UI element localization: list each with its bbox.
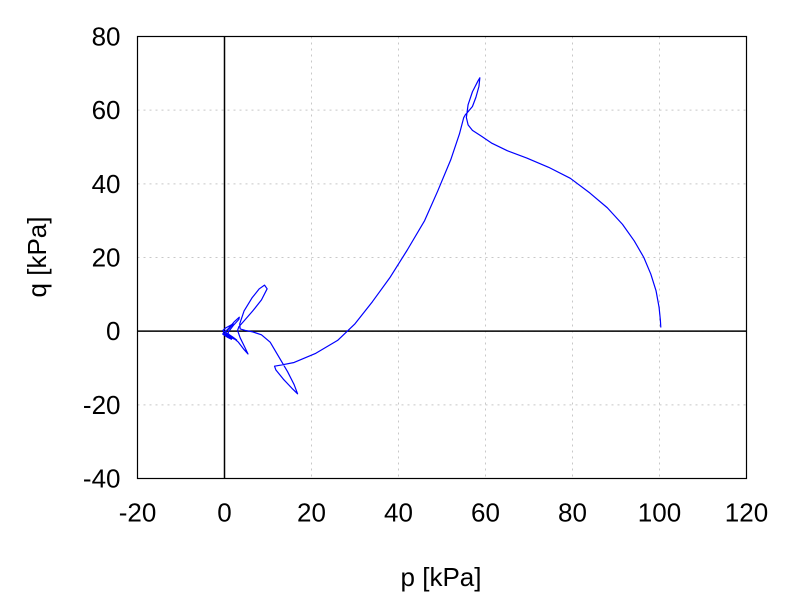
- y-tick-label: 80: [92, 22, 121, 52]
- x-tick-label: 60: [471, 498, 500, 528]
- stress-path-series: [222, 77, 662, 395]
- y-tick-label: 40: [92, 169, 121, 199]
- y-tick-label: 0: [106, 316, 120, 346]
- x-tick-label: -20: [119, 498, 157, 528]
- x-axis-label: p [kPa]: [401, 562, 482, 592]
- y-tick-label: -40: [83, 464, 121, 494]
- grid-lines: [137, 36, 747, 479]
- x-tick-labels: -20 0 20 40 60 80 100 120: [119, 498, 768, 528]
- y-tick-label: 60: [92, 95, 121, 125]
- y-tick-label: 20: [92, 243, 121, 273]
- x-tick-label: 40: [384, 498, 413, 528]
- series-layer: [222, 77, 662, 395]
- plot-frame: [136, 35, 748, 480]
- x-tick-label: 120: [725, 498, 768, 528]
- x-tick-label: 100: [638, 498, 681, 528]
- x-tick-label: 80: [558, 498, 587, 528]
- x-tick-label: 20: [297, 498, 326, 528]
- y-tick-labels: -40 -20 0 20 40 60 80: [83, 22, 121, 494]
- x-tick-label: 0: [217, 498, 231, 528]
- y-axis-label: q [kPa]: [22, 217, 52, 298]
- zero-axis-lines: [137, 36, 747, 479]
- y-tick-label: -20: [83, 390, 121, 420]
